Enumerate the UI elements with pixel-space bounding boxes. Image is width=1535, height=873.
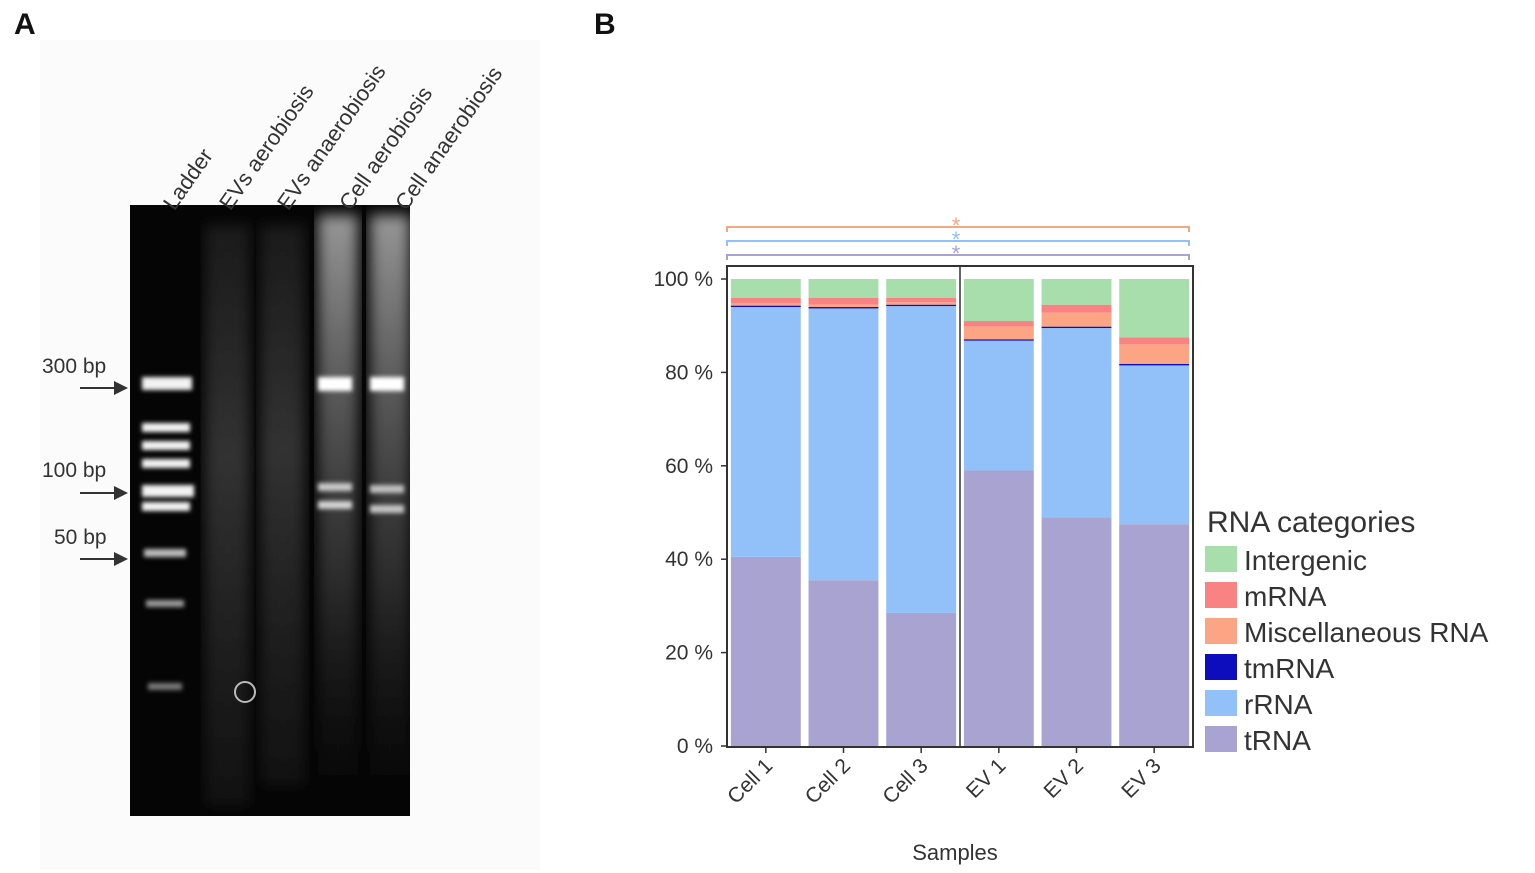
legend-label: mRNA <box>1244 581 1327 612</box>
bar-intergenic-cell-1 <box>730 279 801 298</box>
bar-intergenic-ev-2 <box>1041 279 1112 305</box>
significance-bracket <box>726 226 1190 232</box>
x-tick-label: EV 3 <box>1117 754 1165 802</box>
marker-label-100: 100 bp <box>42 459 107 482</box>
y-tick-label: 40 % <box>665 548 713 571</box>
bar-intergenic-ev-3 <box>1119 279 1190 338</box>
bar-tmrna-ev-3 <box>1119 363 1190 366</box>
bar-rrna-ev-3 <box>1119 365 1190 525</box>
ev-anaerobiosis-smear <box>260 225 305 785</box>
stacked-bar-chart: 0 % 20 % 40 % 60 % 80 % 100 % Cell 1 Cell 2 Cell… <box>653 213 1489 865</box>
x-axis-title: Samples <box>912 840 998 865</box>
significance-bracket <box>726 254 1190 260</box>
x-tick-label: Cell 1 <box>723 754 777 808</box>
legend-swatch <box>1205 546 1237 572</box>
bar-intergenic-ev-1 <box>963 279 1034 322</box>
y-tick-label: 60 % <box>665 455 713 478</box>
marker-arrow-100 <box>80 486 128 500</box>
gel-image <box>130 205 410 816</box>
y-tick-label: 20 % <box>665 642 713 665</box>
marker-arrow-50 <box>80 552 128 566</box>
legend-swatch <box>1205 618 1237 644</box>
ladder-bands <box>142 377 194 690</box>
legend-swatch <box>1205 690 1237 716</box>
significance-star: * <box>952 227 961 252</box>
bar-tmrna-cell-3 <box>886 304 957 307</box>
legend-swatch <box>1205 654 1237 680</box>
bar-rrna-cell-3 <box>886 306 957 613</box>
significance-star: * <box>952 241 961 266</box>
legend-swatch <box>1205 726 1237 752</box>
bar-trna-cell-2 <box>808 580 879 746</box>
bar-mrna-ev-3 <box>1119 337 1190 345</box>
bar-miscellaneous-rna-ev-3 <box>1119 344 1190 364</box>
legend-label: Intergenic <box>1244 545 1367 576</box>
bar-miscellaneous-rna-ev-2 <box>1041 312 1112 327</box>
bar-tmrna-cell-2 <box>808 307 879 309</box>
bar-miscellaneous-rna-ev-1 <box>963 326 1034 340</box>
bar-miscellaneous-rna-cell-3 <box>886 302 957 305</box>
bar-rrna-ev-1 <box>963 340 1034 471</box>
cell-bands <box>318 377 404 513</box>
bar-intergenic-cell-3 <box>886 279 957 298</box>
x-tick-label: EV 1 <box>962 754 1010 802</box>
bar-mrna-ev-2 <box>1041 304 1112 313</box>
bar-intergenic-cell-2 <box>808 279 879 298</box>
bar-tmrna-ev-2 <box>1041 326 1112 329</box>
bar-mrna-cell-2 <box>808 297 879 305</box>
x-tick-label: Cell 2 <box>801 754 855 808</box>
marker-label-50: 50 bp <box>54 526 107 549</box>
significance-star: * <box>952 213 961 238</box>
bar-rrna-cell-1 <box>730 307 801 557</box>
y-tick-label: 100 % <box>653 268 713 291</box>
panel-label-b: B <box>594 8 616 41</box>
cell-aerobiosis-smear <box>318 215 358 775</box>
bar-tmrna-cell-1 <box>730 305 801 308</box>
bar-mrna-cell-3 <box>886 297 957 303</box>
marker-label-300: 300 bp <box>42 355 107 378</box>
bar-trna-cell-3 <box>886 612 957 746</box>
bar-miscellaneous-rna-cell-1 <box>730 303 801 306</box>
legend-label: tRNA <box>1244 725 1311 756</box>
marker-arrow-300 <box>80 381 128 395</box>
bar-trna-cell-1 <box>730 556 801 746</box>
bar-mrna-cell-1 <box>730 297 801 304</box>
bar-mrna-ev-1 <box>963 321 1034 327</box>
ev-aerobiosis-smear <box>205 225 250 805</box>
panel-label-a: A <box>14 8 36 41</box>
legend-swatch <box>1205 582 1237 608</box>
gel-bubble <box>234 681 256 703</box>
x-tick-label: EV 2 <box>1040 754 1088 802</box>
bar-rrna-ev-2 <box>1041 328 1112 518</box>
bar-trna-ev-1 <box>963 470 1034 746</box>
cell-anaerobiosis-smear <box>370 215 410 775</box>
bar-tmrna-ev-1 <box>963 339 1034 341</box>
legend-label: Miscellaneous RNA <box>1244 617 1489 648</box>
legend-title: RNA categories <box>1207 506 1415 539</box>
bar-trna-ev-3 <box>1119 524 1190 746</box>
legend-label: rRNA <box>1244 689 1313 720</box>
gel-panel: Ladder EVs aerobiosis EVs anaerobiosis C… <box>0 0 560 873</box>
y-tick-label: 80 % <box>665 361 713 384</box>
bar-rrna-cell-2 <box>808 308 879 581</box>
y-tick-label: 0 % <box>677 735 713 758</box>
x-tick-label: Cell 3 <box>878 754 932 808</box>
significance-bracket <box>726 240 1190 246</box>
bar-trna-ev-2 <box>1041 517 1112 746</box>
legend-label: tmRNA <box>1244 653 1335 684</box>
bar-miscellaneous-rna-cell-2 <box>808 304 879 308</box>
